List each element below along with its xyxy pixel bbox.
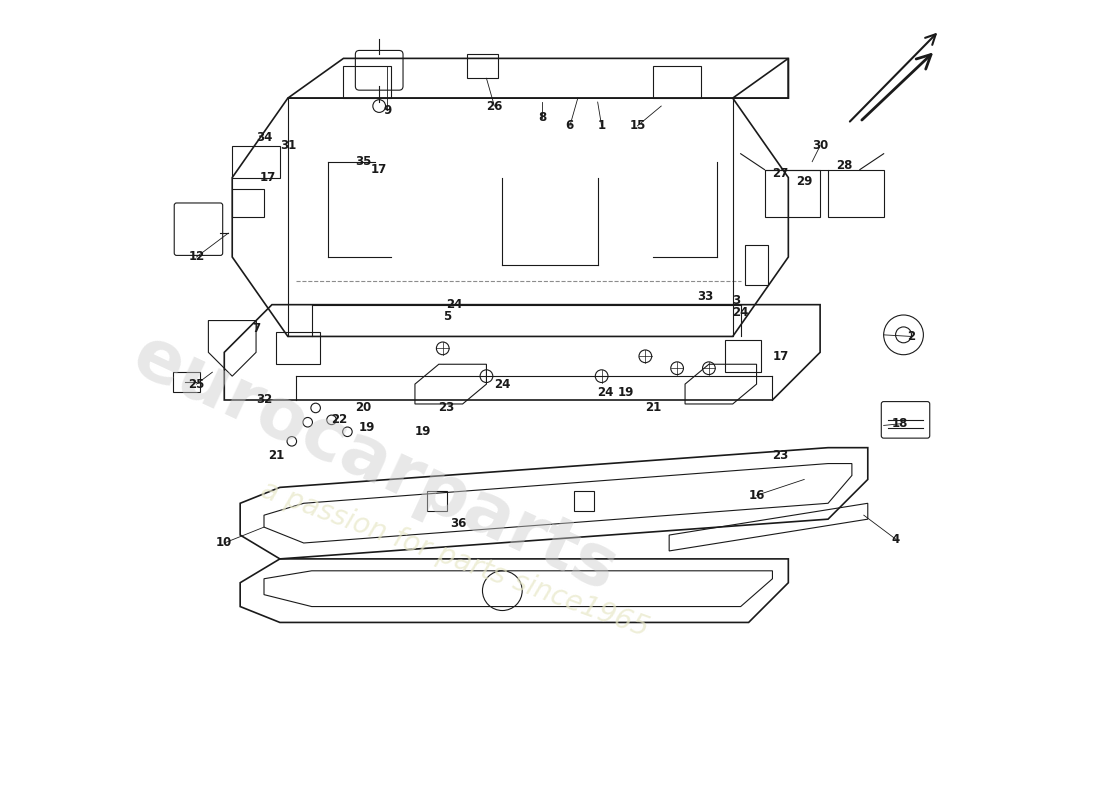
Text: 32: 32: [256, 394, 272, 406]
Text: 10: 10: [217, 537, 232, 550]
Text: 8: 8: [538, 111, 547, 125]
Text: eurocarparts: eurocarparts: [122, 321, 628, 606]
Text: 5: 5: [442, 310, 451, 323]
Text: 34: 34: [256, 131, 272, 144]
Text: 18: 18: [891, 418, 908, 430]
Text: 7: 7: [252, 322, 260, 335]
Text: 1: 1: [597, 119, 606, 133]
Text: 2: 2: [908, 330, 915, 343]
Text: 6: 6: [565, 119, 574, 133]
Text: 19: 19: [415, 426, 431, 438]
Text: 19: 19: [359, 422, 375, 434]
Text: 17: 17: [260, 171, 276, 184]
Text: 35: 35: [355, 155, 372, 168]
Text: 24: 24: [597, 386, 614, 398]
Text: 19: 19: [617, 386, 634, 398]
Text: 31: 31: [279, 139, 296, 152]
Text: 15: 15: [629, 119, 646, 133]
Text: 33: 33: [696, 290, 713, 303]
Text: 9: 9: [383, 103, 392, 117]
Text: 24: 24: [494, 378, 510, 390]
Text: 26: 26: [486, 99, 503, 113]
Text: 20: 20: [355, 402, 372, 414]
Text: 23: 23: [772, 449, 789, 462]
Text: 3: 3: [733, 294, 740, 307]
Text: 22: 22: [331, 414, 348, 426]
Text: 28: 28: [836, 159, 852, 172]
Text: 30: 30: [812, 139, 828, 152]
Text: 36: 36: [451, 517, 466, 530]
Text: 29: 29: [796, 175, 813, 188]
Text: 25: 25: [188, 378, 205, 390]
Text: 4: 4: [891, 533, 900, 546]
Text: 24: 24: [733, 306, 749, 319]
Text: 27: 27: [772, 167, 789, 180]
Text: 23: 23: [439, 402, 454, 414]
Text: 21: 21: [267, 449, 284, 462]
Text: a passion for parts since1965: a passion for parts since1965: [257, 475, 652, 642]
Text: 12: 12: [188, 250, 205, 263]
Text: 16: 16: [748, 489, 764, 502]
Text: 21: 21: [646, 402, 661, 414]
Text: 24: 24: [447, 298, 463, 311]
Text: 17: 17: [371, 163, 387, 176]
Text: 17: 17: [772, 350, 789, 363]
